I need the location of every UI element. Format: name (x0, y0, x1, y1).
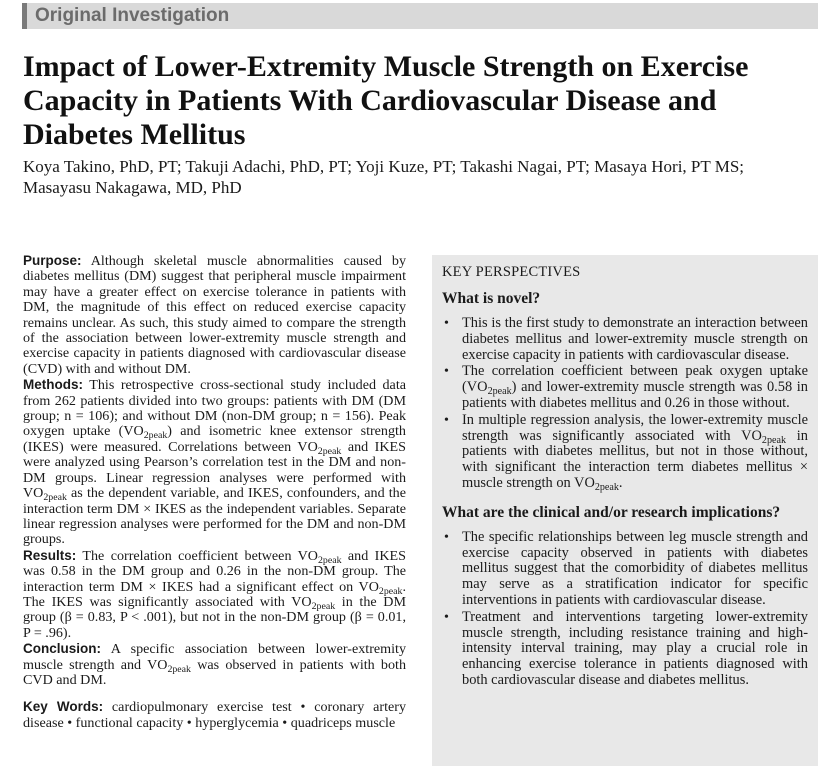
bullet: • (444, 609, 449, 625)
abstract-purpose: Purpose: Although skeletal muscle abnorm… (23, 253, 406, 377)
bullet: • (444, 412, 449, 428)
list-item-text: ) and lower-extremity muscle strength wa… (462, 379, 808, 411)
section-header-bar: Original Investigation (22, 3, 818, 29)
conclusion-text-2: was observed in patients with both CVD a… (23, 656, 406, 688)
abstract-methods: Methods: This retrospective cross-sectio… (23, 377, 406, 547)
list-item-text: The specific relationships between leg m… (462, 528, 808, 608)
implications-list: • The specific relationships between leg … (442, 528, 808, 689)
methods-text-4: as the dependent variable, and IKES, con… (23, 485, 406, 548)
list-item: • The correlation coefficient between pea… (442, 364, 808, 411)
key-perspectives-box: KEY PERSPECTIVES What is novel? • This is… (432, 255, 818, 766)
list-item-text: . (618, 474, 623, 491)
keywords-heading: Key Words: (23, 699, 104, 715)
abstract: Purpose: Although skeletal muscle abnorm… (23, 253, 406, 731)
list-item: • Treatment and interventions targeting l… (442, 608, 808, 689)
section-label: Original Investigation (35, 5, 230, 26)
list-item-text: Treatment and interventions targeting lo… (462, 608, 808, 688)
conclusion-heading: Conclusion: (23, 641, 101, 657)
novel-list: • This is the first study to demonstrate … (442, 315, 808, 493)
list-item-text: in patients with diabetes mellitus, but … (462, 427, 808, 491)
methods-text-1: This retrospective cross-sectional study… (23, 377, 406, 440)
list-item-text: This is the first study to demonstrate a… (462, 315, 808, 363)
subscript: 2peak (167, 663, 191, 675)
bullet: • (444, 529, 449, 545)
methods-text-2: ) and isometric knee extensor strength (… (23, 423, 406, 455)
bullet: • (444, 316, 449, 331)
list-item: • In multiple regression analysis, the lo… (442, 411, 808, 493)
abstract-conclusion: Conclusion: A specific association betwe… (23, 641, 406, 688)
bullet: • (444, 364, 449, 380)
methods-heading: Methods: (23, 377, 83, 393)
author-list: Koya Takino, PhD, PT; Takuji Adachi, PhD… (23, 157, 744, 197)
subscript: 2peak (311, 600, 336, 612)
subscript: 2peak (143, 430, 168, 442)
list-item-text: In multiple regression analysis, the low… (462, 411, 808, 444)
abstract-keywords: Key Words: cardiopulmonary exercise test… (23, 699, 406, 731)
key-perspectives-title: KEY PERSPECTIVES (442, 264, 581, 280)
results-text-1: The correlation coefficient between VO (76, 547, 318, 564)
subscript: 2peak (378, 585, 403, 597)
list-item: • This is the first study to demonstrate … (442, 315, 808, 363)
conclusion-text-1: A specific association between lower-ext… (23, 641, 406, 673)
subscript: 2peak (761, 434, 786, 446)
implications-heading: What are the clinical and/or research im… (442, 503, 781, 521)
subscript: 2peak (317, 445, 342, 457)
subscript: 2peak (43, 492, 67, 504)
purpose-heading: Purpose: (23, 253, 82, 268)
article-title: Impact of Lower-Extremity Muscle Strengt… (23, 50, 749, 151)
methods-text-3: and IKES were analyzed using Pearson’s c… (23, 438, 406, 502)
abstract-results: Results: The correlation coefficient bet… (23, 548, 406, 641)
subscript: 2peak (594, 481, 619, 493)
subscript: 2peak (487, 386, 512, 398)
purpose-text: Although skeletal muscle abnormalities c… (23, 253, 406, 377)
list-item: • The specific relationships between leg … (442, 528, 808, 609)
results-text-4: in the DM group (β = 0.83, P < .001), bu… (23, 593, 406, 641)
results-text-2: and IKES was 0.58 in the DM group and 0.… (23, 547, 406, 595)
results-heading: Results: (23, 547, 77, 563)
keywords-text: cardiopulmonary exercise test • coronary… (23, 699, 407, 731)
list-item-text: The correlation coefficient between peak… (462, 363, 808, 396)
novel-heading: What is novel? (442, 290, 541, 307)
subscript: 2peak (317, 554, 342, 566)
results-text-3: . The IKES was significantly associated … (23, 578, 406, 610)
